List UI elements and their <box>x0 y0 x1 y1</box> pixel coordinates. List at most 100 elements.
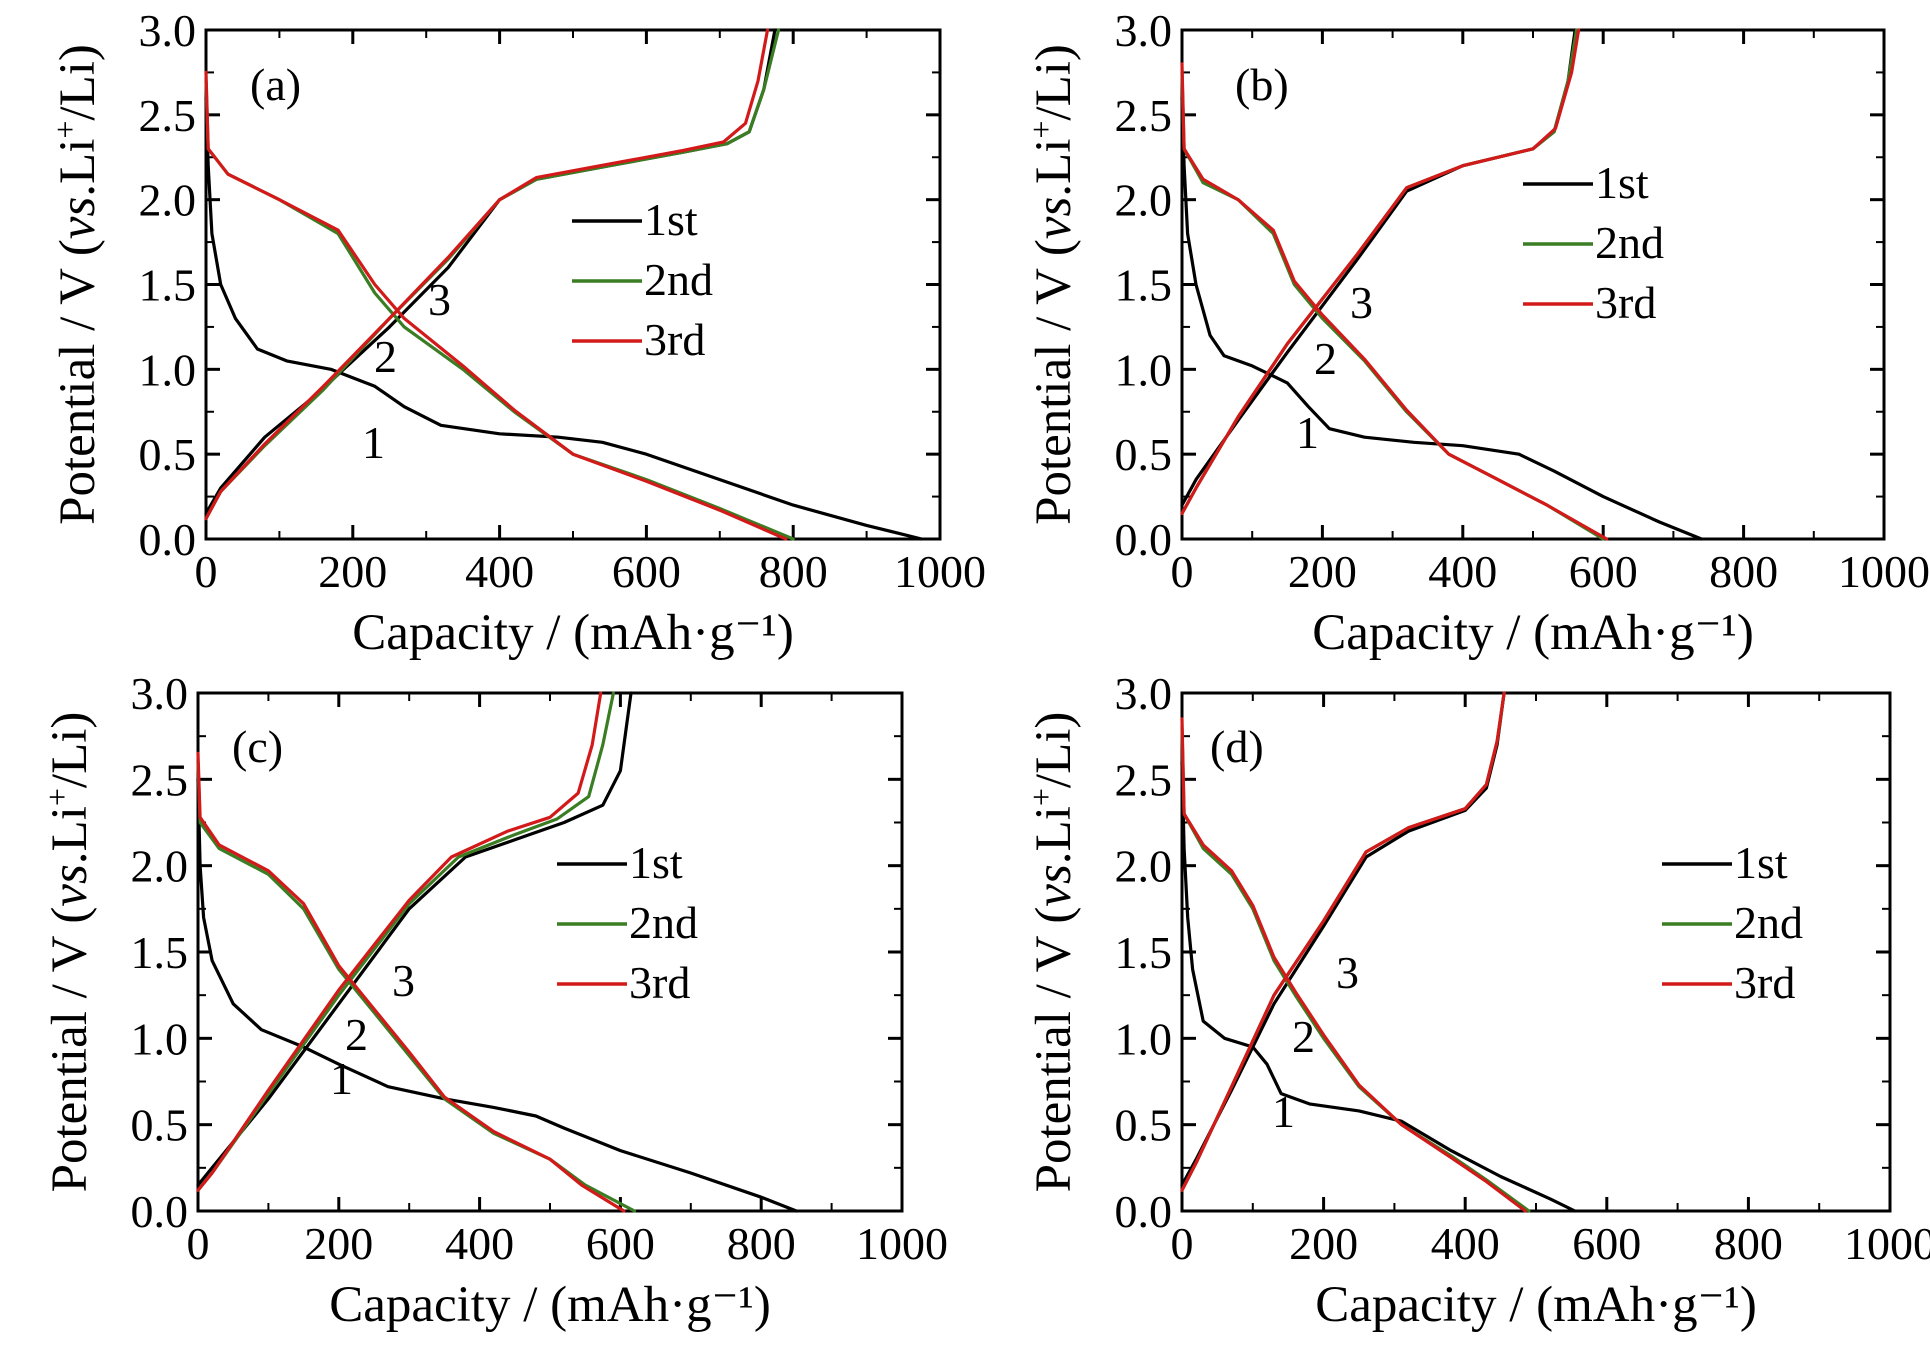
legend-label-3rd: 3rd <box>1595 277 1656 328</box>
y-tick-label: 0.5 <box>1115 429 1173 480</box>
legend-label-1st: 1st <box>1595 157 1649 208</box>
cycle-label: 3 <box>1336 947 1359 998</box>
series-1st-discharge-line <box>1180 760 1577 1213</box>
x-tick-label: 400 <box>465 546 534 597</box>
panel-tag: (d) <box>1210 721 1264 772</box>
x-tick-label: 0 <box>195 546 218 597</box>
x-tick-label: 200 <box>304 1218 373 1269</box>
y-tick-label: 1.5 <box>139 260 197 311</box>
series-3rd-discharge-line <box>1180 62 1609 541</box>
cycle-label: 2 <box>374 331 397 382</box>
x-tick-label: 800 <box>1709 546 1778 597</box>
series-2nd-discharge-line <box>204 79 795 541</box>
y-axis-title: Potential / V (vs.Li+/Li) <box>39 712 98 1193</box>
y-tick-label: 3.0 <box>1115 5 1173 56</box>
panel-tag: (b) <box>1235 59 1289 110</box>
y-tick-label: 0.0 <box>1115 1186 1173 1237</box>
y-tick-label: 3.0 <box>139 5 197 56</box>
panel-tag: (a) <box>250 59 301 110</box>
y-tick-label: 3.0 <box>131 668 189 719</box>
series-3rd-charge-line <box>1180 28 1581 516</box>
y-tick-label: 1.0 <box>1115 1013 1173 1064</box>
cycle-label: 3 <box>392 955 415 1006</box>
y-tick-label: 0.5 <box>1115 1100 1173 1151</box>
x-tick-label: 200 <box>318 546 387 597</box>
y-tick-label: 1.5 <box>131 927 189 978</box>
cycle-label: 2 <box>1292 1011 1315 1062</box>
y-tick-label: 1.5 <box>1115 260 1173 311</box>
y-tick-label: 2.5 <box>131 754 189 805</box>
x-tick-label: 600 <box>612 546 681 597</box>
y-tick-label: 2.0 <box>131 841 189 892</box>
x-tick-label: 200 <box>1288 546 1357 597</box>
x-tick-label: 1000 <box>1838 546 1930 597</box>
plot-frame <box>204 28 942 541</box>
cycle-label: 1 <box>1296 407 1319 458</box>
y-tick-label: 0.0 <box>131 1186 189 1237</box>
x-axis-title: Capacity / (mAh·g⁻¹) <box>329 1277 771 1333</box>
y-tick-label: 1.0 <box>1115 344 1173 395</box>
legend-label-2nd: 2nd <box>1595 217 1664 268</box>
legend-label-1st: 1st <box>629 837 683 888</box>
legend-label-2nd: 2nd <box>629 897 698 948</box>
x-axis-title: Capacity / (mAh·g⁻¹) <box>1312 605 1754 661</box>
panel-tag: (c) <box>232 721 283 772</box>
y-tick-label: 2.5 <box>139 90 197 141</box>
legend-label-2nd: 2nd <box>644 254 713 305</box>
x-tick-label: 400 <box>445 1218 514 1269</box>
legend-label-1st: 1st <box>644 194 698 245</box>
y-tick-label: 3.0 <box>1115 668 1173 719</box>
cycle-label: 2 <box>1314 333 1337 384</box>
legend-label-1st: 1st <box>1734 837 1788 888</box>
y-tick-label: 2.0 <box>1115 841 1173 892</box>
cycle-label: 3 <box>428 274 451 325</box>
series-3rd-charge-line <box>196 691 603 1192</box>
x-tick-label: 400 <box>1428 546 1497 597</box>
x-axis-title: Capacity / (mAh·g⁻¹) <box>352 605 794 661</box>
y-tick-label: 2.0 <box>139 175 197 226</box>
y-axis-title: Potential / V (vs.Li+/Li) <box>1023 44 1082 525</box>
y-tick-label: 0.0 <box>1115 514 1173 565</box>
cycle-label: 1 <box>330 1053 353 1104</box>
x-tick-label: 0 <box>1171 546 1194 597</box>
cycle-label: 3 <box>1350 277 1373 328</box>
x-tick-label: 1000 <box>856 1218 948 1269</box>
x-tick-label: 800 <box>727 1218 796 1269</box>
legend-label-3rd: 3rd <box>1734 957 1795 1008</box>
legend-label-3rd: 3rd <box>629 957 690 1008</box>
chart-panel-2: 0 200 400 600 800 1000 0.0 0.5 1.0 1.5 2.0 2.5 3.0 Ca… <box>1023 5 1930 661</box>
y-tick-label: 2.5 <box>1115 754 1173 805</box>
x-tick-label: 800 <box>1714 1218 1783 1269</box>
x-tick-label: 1000 <box>1844 1218 1930 1269</box>
legend-label-3rd: 3rd <box>644 314 705 365</box>
series-1st-discharge-line <box>204 96 924 541</box>
x-tick-label: 600 <box>586 1218 655 1269</box>
x-tick-label: 600 <box>1569 546 1638 597</box>
series-1st-discharge-line <box>196 777 798 1213</box>
y-tick-label: 0.0 <box>139 514 197 565</box>
y-tick-label: 0.5 <box>131 1100 189 1151</box>
chart-panel-3: 0 200 400 600 800 1000 0.0 0.5 1.0 1.5 2.0 2.5 3.0 Ca… <box>39 668 948 1333</box>
x-tick-label: 1000 <box>894 546 986 597</box>
y-tick-label: 2.5 <box>1115 90 1173 141</box>
legend-label-2nd: 2nd <box>1734 897 1803 948</box>
cycle-label: 2 <box>345 1009 368 1060</box>
y-tick-label: 1.5 <box>1115 927 1173 978</box>
y-axis-title: Potential / V (vs.Li+/Li) <box>1023 712 1082 1193</box>
x-tick-label: 400 <box>1431 1218 1500 1269</box>
series-3rd-charge-line <box>1180 691 1506 1192</box>
x-tick-label: 0 <box>1171 1218 1194 1269</box>
series-3rd-charge-line <box>204 28 770 521</box>
x-tick-label: 0 <box>187 1218 210 1269</box>
x-axis-title: Capacity / (mAh·g⁻¹) <box>1315 1277 1757 1333</box>
y-tick-label: 0.5 <box>139 429 197 480</box>
series-3rd-discharge-line <box>196 751 626 1213</box>
cycle-label: 1 <box>362 417 385 468</box>
plot-frame <box>196 691 904 1213</box>
series-1st-discharge-line <box>1180 96 1704 541</box>
x-tick-label: 200 <box>1289 1218 1358 1269</box>
y-tick-label: 1.0 <box>131 1013 189 1064</box>
series-2nd-discharge-line <box>196 760 637 1213</box>
series-3rd-discharge-line <box>204 70 788 541</box>
